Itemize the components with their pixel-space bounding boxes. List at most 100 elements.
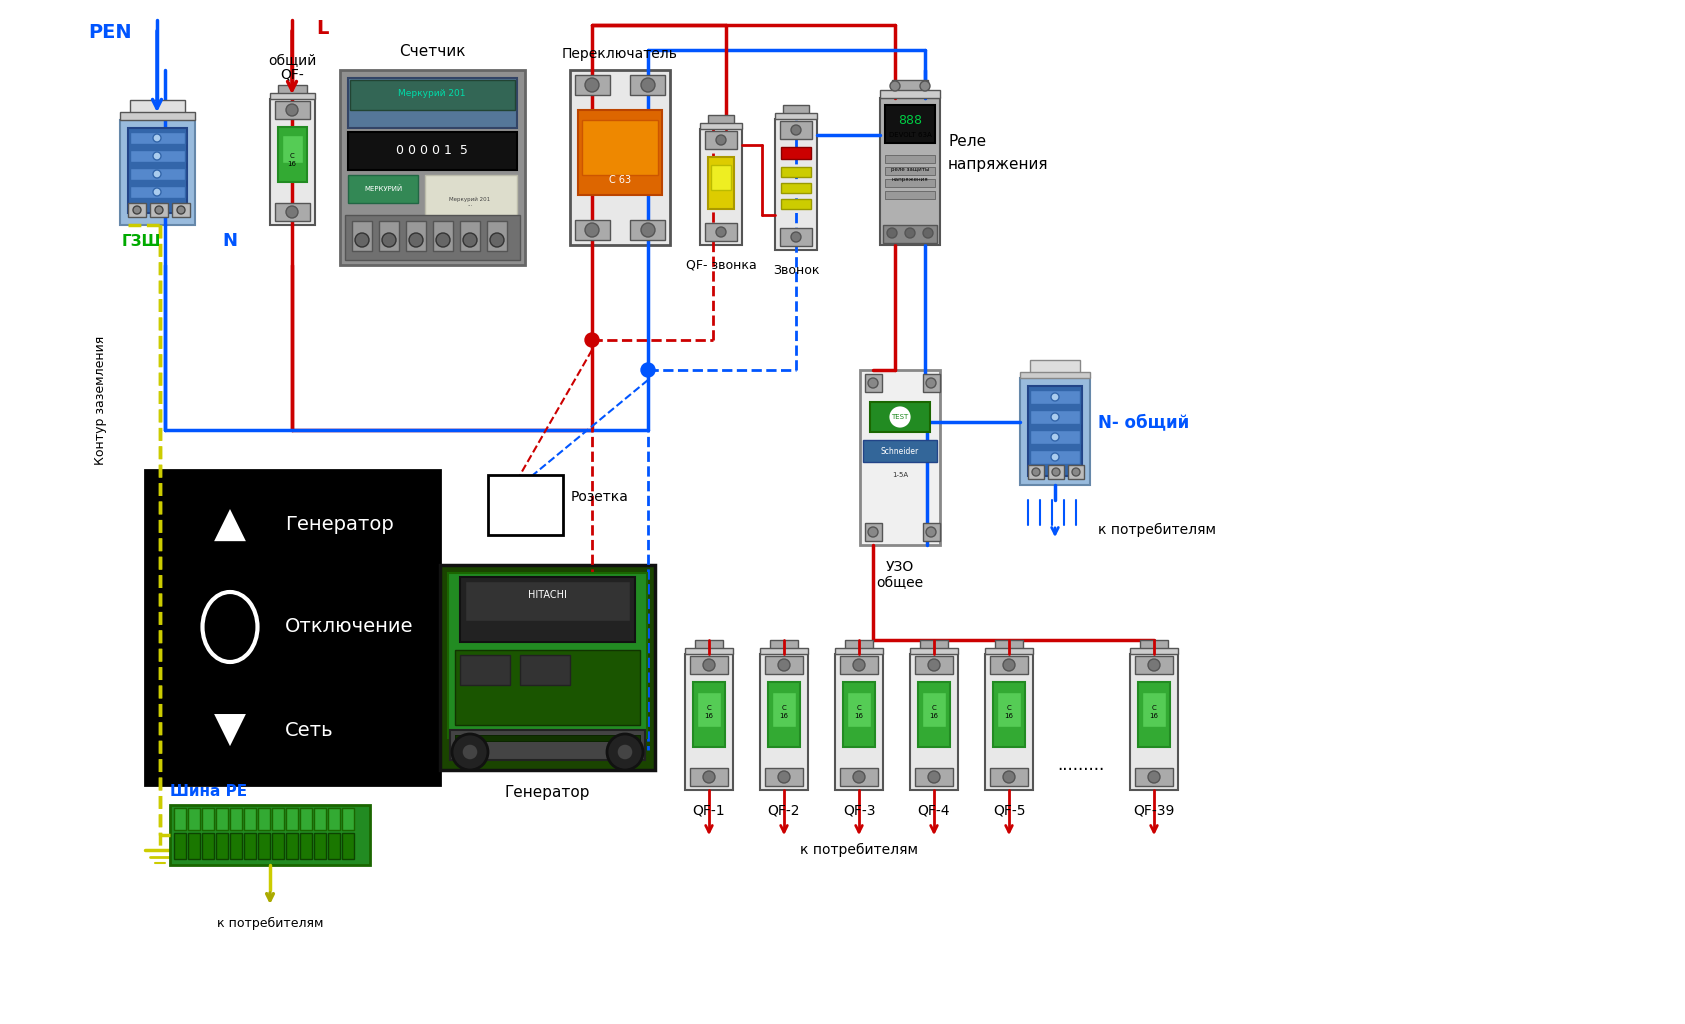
Bar (891, 80, 928, 92)
Bar (775, 113, 817, 119)
Bar (880, 98, 940, 245)
Bar (425, 175, 517, 230)
Bar (869, 402, 930, 432)
Bar (575, 220, 610, 240)
Bar (229, 833, 243, 859)
Bar (244, 833, 256, 859)
Bar (433, 221, 453, 251)
Bar (130, 186, 185, 198)
Circle shape (1051, 413, 1058, 421)
Text: QF-5: QF-5 (992, 803, 1024, 817)
Circle shape (703, 771, 714, 783)
Bar (258, 833, 270, 859)
Bar (772, 692, 795, 727)
Bar (270, 93, 315, 99)
Text: Розетка: Розетка (571, 490, 629, 504)
Text: УЗО: УЗО (886, 560, 915, 574)
Circle shape (640, 78, 655, 92)
Circle shape (927, 527, 935, 537)
Bar (782, 147, 810, 159)
Circle shape (463, 233, 477, 247)
Circle shape (1147, 771, 1159, 783)
Bar (189, 808, 201, 830)
Bar (465, 581, 630, 621)
Bar (130, 168, 185, 180)
Bar (1028, 465, 1045, 479)
Bar (271, 808, 285, 830)
Circle shape (585, 333, 598, 347)
Bar (130, 132, 185, 144)
Circle shape (928, 771, 940, 783)
Bar (128, 203, 147, 217)
Circle shape (177, 206, 185, 214)
Circle shape (868, 378, 878, 388)
Bar (352, 221, 372, 251)
Circle shape (436, 233, 450, 247)
Text: C
16: C 16 (930, 706, 939, 719)
Bar (1131, 654, 1178, 790)
Text: QF- звонка: QF- звонка (686, 258, 757, 271)
Bar (521, 655, 570, 685)
Circle shape (617, 744, 634, 760)
Bar (489, 475, 563, 535)
Bar (1136, 656, 1173, 674)
Bar (992, 682, 1024, 746)
Text: Переключатель: Переключатель (563, 47, 677, 61)
Circle shape (923, 228, 933, 238)
Bar (455, 735, 640, 741)
Circle shape (452, 734, 489, 770)
Text: QF-39: QF-39 (1134, 803, 1174, 817)
Bar (883, 225, 937, 243)
Text: C
16: C 16 (854, 706, 863, 719)
Bar (991, 768, 1028, 786)
Text: HITACHI: HITACHI (527, 590, 566, 600)
Text: 888: 888 (898, 114, 922, 127)
Bar (460, 221, 480, 251)
Bar (1068, 465, 1083, 479)
Circle shape (778, 771, 790, 783)
Circle shape (886, 228, 896, 238)
Bar (1030, 390, 1080, 404)
Bar (918, 682, 950, 746)
Text: QF-4: QF-4 (918, 803, 950, 817)
Text: Генератор: Генератор (285, 515, 394, 535)
Bar (864, 523, 881, 541)
Bar (342, 833, 354, 859)
Bar (313, 808, 325, 830)
Bar (275, 203, 310, 221)
Bar (922, 692, 945, 727)
Circle shape (928, 659, 940, 671)
Bar (765, 656, 804, 674)
Bar (202, 833, 214, 859)
Bar (630, 220, 666, 240)
Bar (440, 565, 655, 770)
Circle shape (155, 206, 163, 214)
Bar (782, 199, 810, 209)
Bar (340, 70, 526, 265)
Text: к потребителям: к потребителям (800, 843, 918, 857)
Bar (836, 654, 883, 790)
Bar (286, 833, 298, 859)
Text: Реле: Реле (949, 134, 986, 150)
Bar (1019, 372, 1090, 378)
Bar (775, 119, 817, 250)
Bar (842, 682, 875, 746)
Bar (329, 808, 340, 830)
Bar (145, 470, 440, 785)
Bar (281, 135, 303, 163)
Bar (1141, 640, 1168, 650)
Circle shape (286, 206, 298, 218)
Text: 1-5A: 1-5A (891, 472, 908, 478)
Circle shape (607, 734, 644, 770)
Bar (275, 101, 310, 119)
Bar (570, 70, 671, 245)
Bar (920, 640, 949, 650)
Circle shape (790, 125, 800, 135)
Bar (915, 768, 954, 786)
Circle shape (1003, 659, 1014, 671)
Circle shape (703, 659, 714, 671)
Bar (1030, 360, 1080, 374)
Bar (578, 110, 662, 195)
Bar (379, 221, 399, 251)
Text: 0 0 0 0 1  5: 0 0 0 0 1 5 (396, 143, 468, 157)
